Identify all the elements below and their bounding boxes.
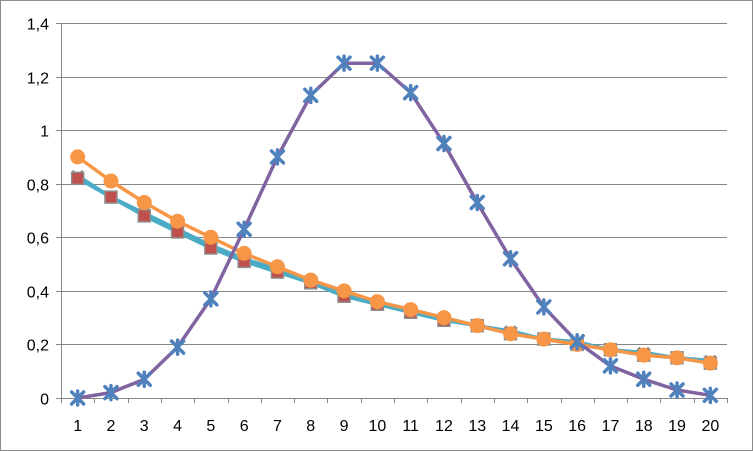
x-tick-label: 8 [306, 418, 315, 435]
x-tick-label: 2 [106, 418, 115, 435]
x-tick-label: 5 [206, 418, 215, 435]
y-tick-label: 0 [40, 392, 49, 409]
data-point [336, 54, 352, 72]
data-point [369, 294, 385, 310]
data-point [303, 86, 319, 105]
data-point [702, 386, 719, 405]
y-axis-tick-labels: 0 0,2 0,4 0,6 0,8 1 1,2 1,4 [27, 17, 61, 409]
data-point [103, 383, 119, 402]
data-point [303, 272, 319, 288]
x-axis-tick-labels: 1 2 3 4 5 6 7 8 9 10 11 12 13 14 15 16 17 18 19 20 [61, 398, 728, 435]
data-point [636, 347, 652, 363]
series-line [76, 155, 711, 365]
y-tick-label: 0,8 [27, 178, 49, 195]
x-tick-label: 12 [435, 418, 453, 435]
x-tick-label: 17 [602, 418, 620, 435]
data-point [104, 190, 118, 204]
x-tick-label: 3 [140, 418, 149, 435]
data-point [602, 342, 618, 358]
data-point [269, 259, 285, 275]
data-point [69, 389, 86, 407]
x-tick-label: 20 [701, 418, 719, 435]
x-tick-label: 10 [368, 418, 386, 435]
series-line [76, 176, 711, 365]
x-tick-label: 13 [468, 418, 486, 435]
x-tick-label: 6 [240, 418, 249, 435]
data-point [369, 54, 386, 72]
data-point [702, 355, 718, 371]
data-point [70, 171, 85, 186]
x-tick-label: 4 [173, 418, 182, 435]
data-point [203, 229, 219, 245]
x-tick-label: 7 [273, 418, 282, 435]
data-point [136, 194, 152, 210]
data-point [203, 290, 219, 308]
data-point [170, 213, 186, 229]
data-series [69, 54, 719, 407]
x-tick-label: 14 [502, 418, 520, 435]
y-tick-label: 1 [40, 124, 49, 141]
x-tick-label: 16 [568, 418, 586, 435]
data-point [436, 310, 452, 326]
data-point [502, 249, 519, 268]
data-point [536, 331, 552, 347]
data-point [136, 370, 152, 388]
data-point [336, 283, 352, 299]
data-point [137, 209, 151, 223]
series-3 [70, 149, 718, 371]
data-point [469, 193, 485, 212]
data-point [469, 318, 485, 334]
data-point [669, 350, 685, 366]
y-tick-label: 0,2 [27, 338, 49, 355]
y-tick-label: 0,6 [27, 231, 49, 248]
data-point [236, 245, 252, 261]
series-2 [70, 171, 718, 370]
data-point [103, 173, 119, 189]
data-point [536, 298, 552, 316]
series-4 [69, 54, 719, 407]
data-point [70, 149, 86, 165]
x-tick-label: 18 [635, 418, 653, 435]
data-point [169, 338, 186, 356]
data-point [602, 357, 619, 375]
y-tick-label: 1,4 [27, 17, 49, 34]
data-point [269, 148, 286, 166]
series-line [76, 174, 711, 363]
series-1 [71, 169, 717, 367]
y-tick-label: 1,2 [27, 71, 49, 88]
y-tick-label: 0,4 [27, 285, 49, 302]
data-point [236, 220, 252, 238]
data-point [636, 370, 652, 388]
data-point [669, 381, 685, 399]
x-tick-label: 1 [73, 418, 82, 435]
x-tick-label: 9 [340, 418, 349, 435]
data-point [402, 83, 419, 102]
data-point [569, 333, 585, 351]
data-point [436, 134, 452, 153]
data-point [403, 302, 419, 318]
x-tick-label: 11 [402, 418, 419, 435]
x-tick-label: 15 [535, 418, 553, 435]
gridlines [61, 23, 727, 345]
data-point [503, 326, 519, 342]
x-tick-label: 19 [668, 418, 686, 435]
